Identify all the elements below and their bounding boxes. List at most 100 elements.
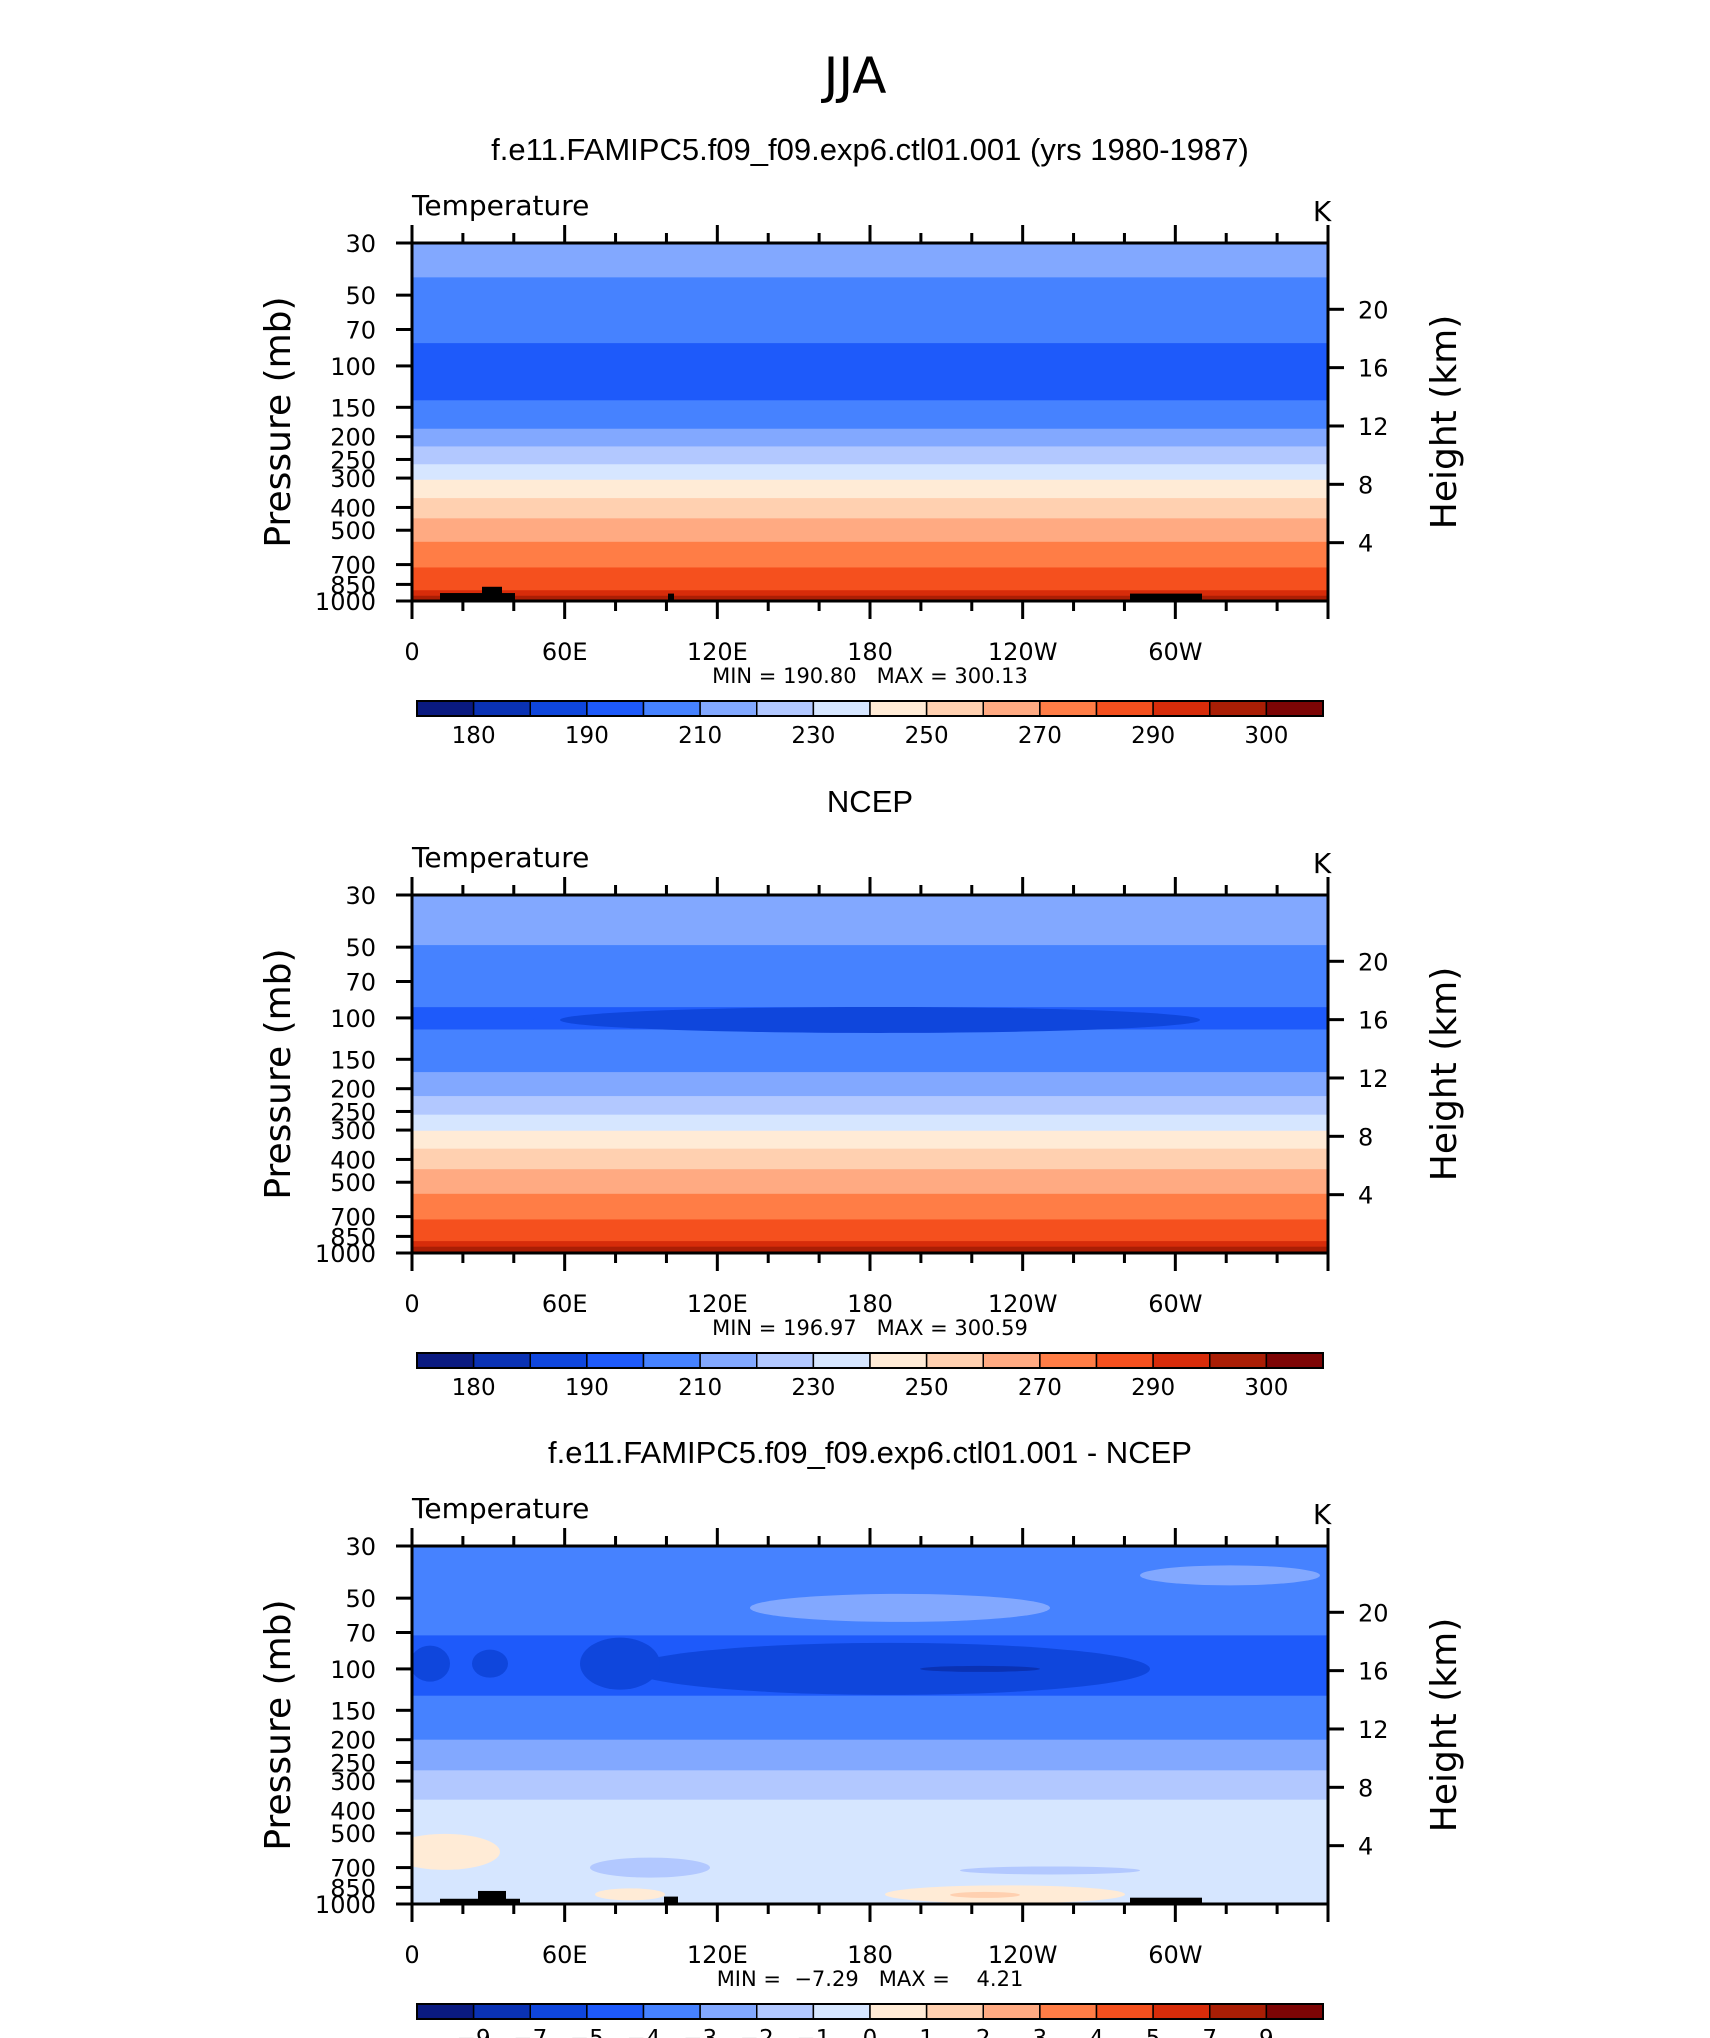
colorbar-label: 300 [1244,1375,1288,1401]
contour-band [750,1593,1050,1622]
colorbar-swatch [982,700,1041,717]
y-tick-label: 300 [330,465,376,493]
colorbar-swatch [529,700,588,717]
colorbar-label: 210 [678,1375,722,1401]
colorbar-swatch [869,2003,928,2020]
y-axis-label: Pressure (mb) [258,1599,299,1850]
contour-band [412,1833,500,1870]
colorbar-swatch [586,2003,645,2020]
y2-tick-label: 16 [1358,1658,1389,1686]
colorbar-label: −4 [627,2026,661,2038]
contour-band [412,428,1328,447]
y-tick-label: 100 [330,1656,376,1684]
colorbar-label: −9 [457,2026,491,2038]
colorbar-swatch [699,1352,758,1369]
colorbar-label: 1 [919,2026,934,2038]
colorbar-swatch [1152,2003,1211,2020]
y-tick-label: 250 [330,446,376,474]
contour-band [920,1665,1040,1672]
contour-band [412,541,1328,568]
x-tick-label: 120E [687,1941,748,1969]
colorbar-swatch [586,1352,645,1369]
y-tick-label: 150 [330,1046,376,1074]
field-name-label: Temperature [411,1492,589,1525]
colorbar-swatch [756,1352,815,1369]
chart-title: f.e11.FAMIPC5.f09_f09.exp6.ctl01.001 - N… [548,1435,1192,1470]
colorbar-swatch [416,1352,475,1369]
contour-band [412,1193,1328,1220]
colorbar-label: 210 [678,723,722,749]
contour-band [412,1096,1328,1116]
colorbar-label: −2 [740,2026,774,2038]
contour-band [412,895,1328,946]
colorbar-label: 3 [1033,2026,1048,2038]
colorbar-frame [416,1352,1324,1369]
y2-tick-label: 16 [1358,1007,1389,1035]
y2-tick-label: 8 [1358,1123,1373,1151]
colorbar-swatch [925,1352,984,1369]
y2-tick-label: 12 [1358,1716,1389,1744]
colorbar-swatch [812,2003,871,2020]
x-tick-label: 120W [988,1941,1058,1969]
terrain-mask [482,586,502,601]
terrain-mask [1130,1897,1202,1904]
y-tick-label: 250 [330,1098,376,1126]
plot-area [412,895,1328,1253]
plot-area [412,1546,1328,1904]
contour-band [630,1642,1150,1695]
y-tick-label: 850 [330,571,376,599]
y2-tick-label: 20 [1358,1599,1389,1627]
contour-band [472,1649,508,1678]
colorbar-swatch [416,2003,475,2020]
min-max-label: MIN = −7.29 MAX = 4.21 [717,1967,1024,1991]
y2-tick-label: 8 [1358,1774,1373,1802]
colorbar-swatch [472,2003,531,2020]
colorbar-swatch [642,700,701,717]
y-tick-label: 700 [330,1855,376,1883]
contour-band [412,243,1328,278]
colorbar-label: 180 [452,723,496,749]
contour-band [412,518,1328,543]
colorbar-swatch [925,700,984,717]
x-tick-label: 180 [847,1941,893,1969]
colorbar-frame [416,2003,1324,2020]
contour-band [412,1695,1328,1741]
x-tick-label: 60W [1148,1941,1202,1969]
y2-tick-label: 16 [1358,355,1389,383]
colorbar-swatch [529,1352,588,1369]
y-tick-label: 1000 [315,588,376,616]
contour-band [412,1219,1328,1242]
y-axis-label: Pressure (mb) [258,296,299,547]
colorbar-label: 190 [565,1375,609,1401]
y-tick-label: 50 [345,1585,376,1613]
y2-tick-label: 20 [1358,948,1389,976]
y2-tick-label: 4 [1358,1182,1373,1210]
contour-band [412,464,1328,481]
colorbar-swatch [869,1352,928,1369]
colorbar-swatch [529,2003,588,2020]
contour-band [412,1169,1328,1195]
units-label: K [1313,195,1332,228]
contour-band [412,1739,1328,1771]
terrain-mask [478,1890,506,1904]
colorbar-swatch [1209,2003,1268,2020]
contour-band [595,1888,665,1901]
x-tick-label: 60W [1148,1290,1202,1318]
y-tick-label: 1000 [315,1240,376,1268]
y-tick-label: 50 [345,282,376,310]
contour-band [960,1866,1140,1875]
colorbar-swatch [1209,700,1268,717]
colorbar-swatch [586,700,645,717]
y-tick-label: 250 [330,1749,376,1777]
y-tick-label: 700 [330,552,376,580]
terrain-mask [664,1896,678,1904]
chart-panel-1: f.e11.FAMIPC5.f09_f09.exp6.ctl01.001 (yr… [258,132,1465,749]
contour-band [415,1009,535,1026]
colorbar-frame [416,700,1324,717]
colorbar-label: 290 [1131,723,1175,749]
colorbar-swatch [1265,2003,1324,2020]
colorbar-swatch [1039,1352,1098,1369]
colorbar-label: 0 [863,2026,878,2038]
y2-axis-label: Height (km) [1424,967,1465,1181]
y2-tick-label: 12 [1358,413,1389,441]
